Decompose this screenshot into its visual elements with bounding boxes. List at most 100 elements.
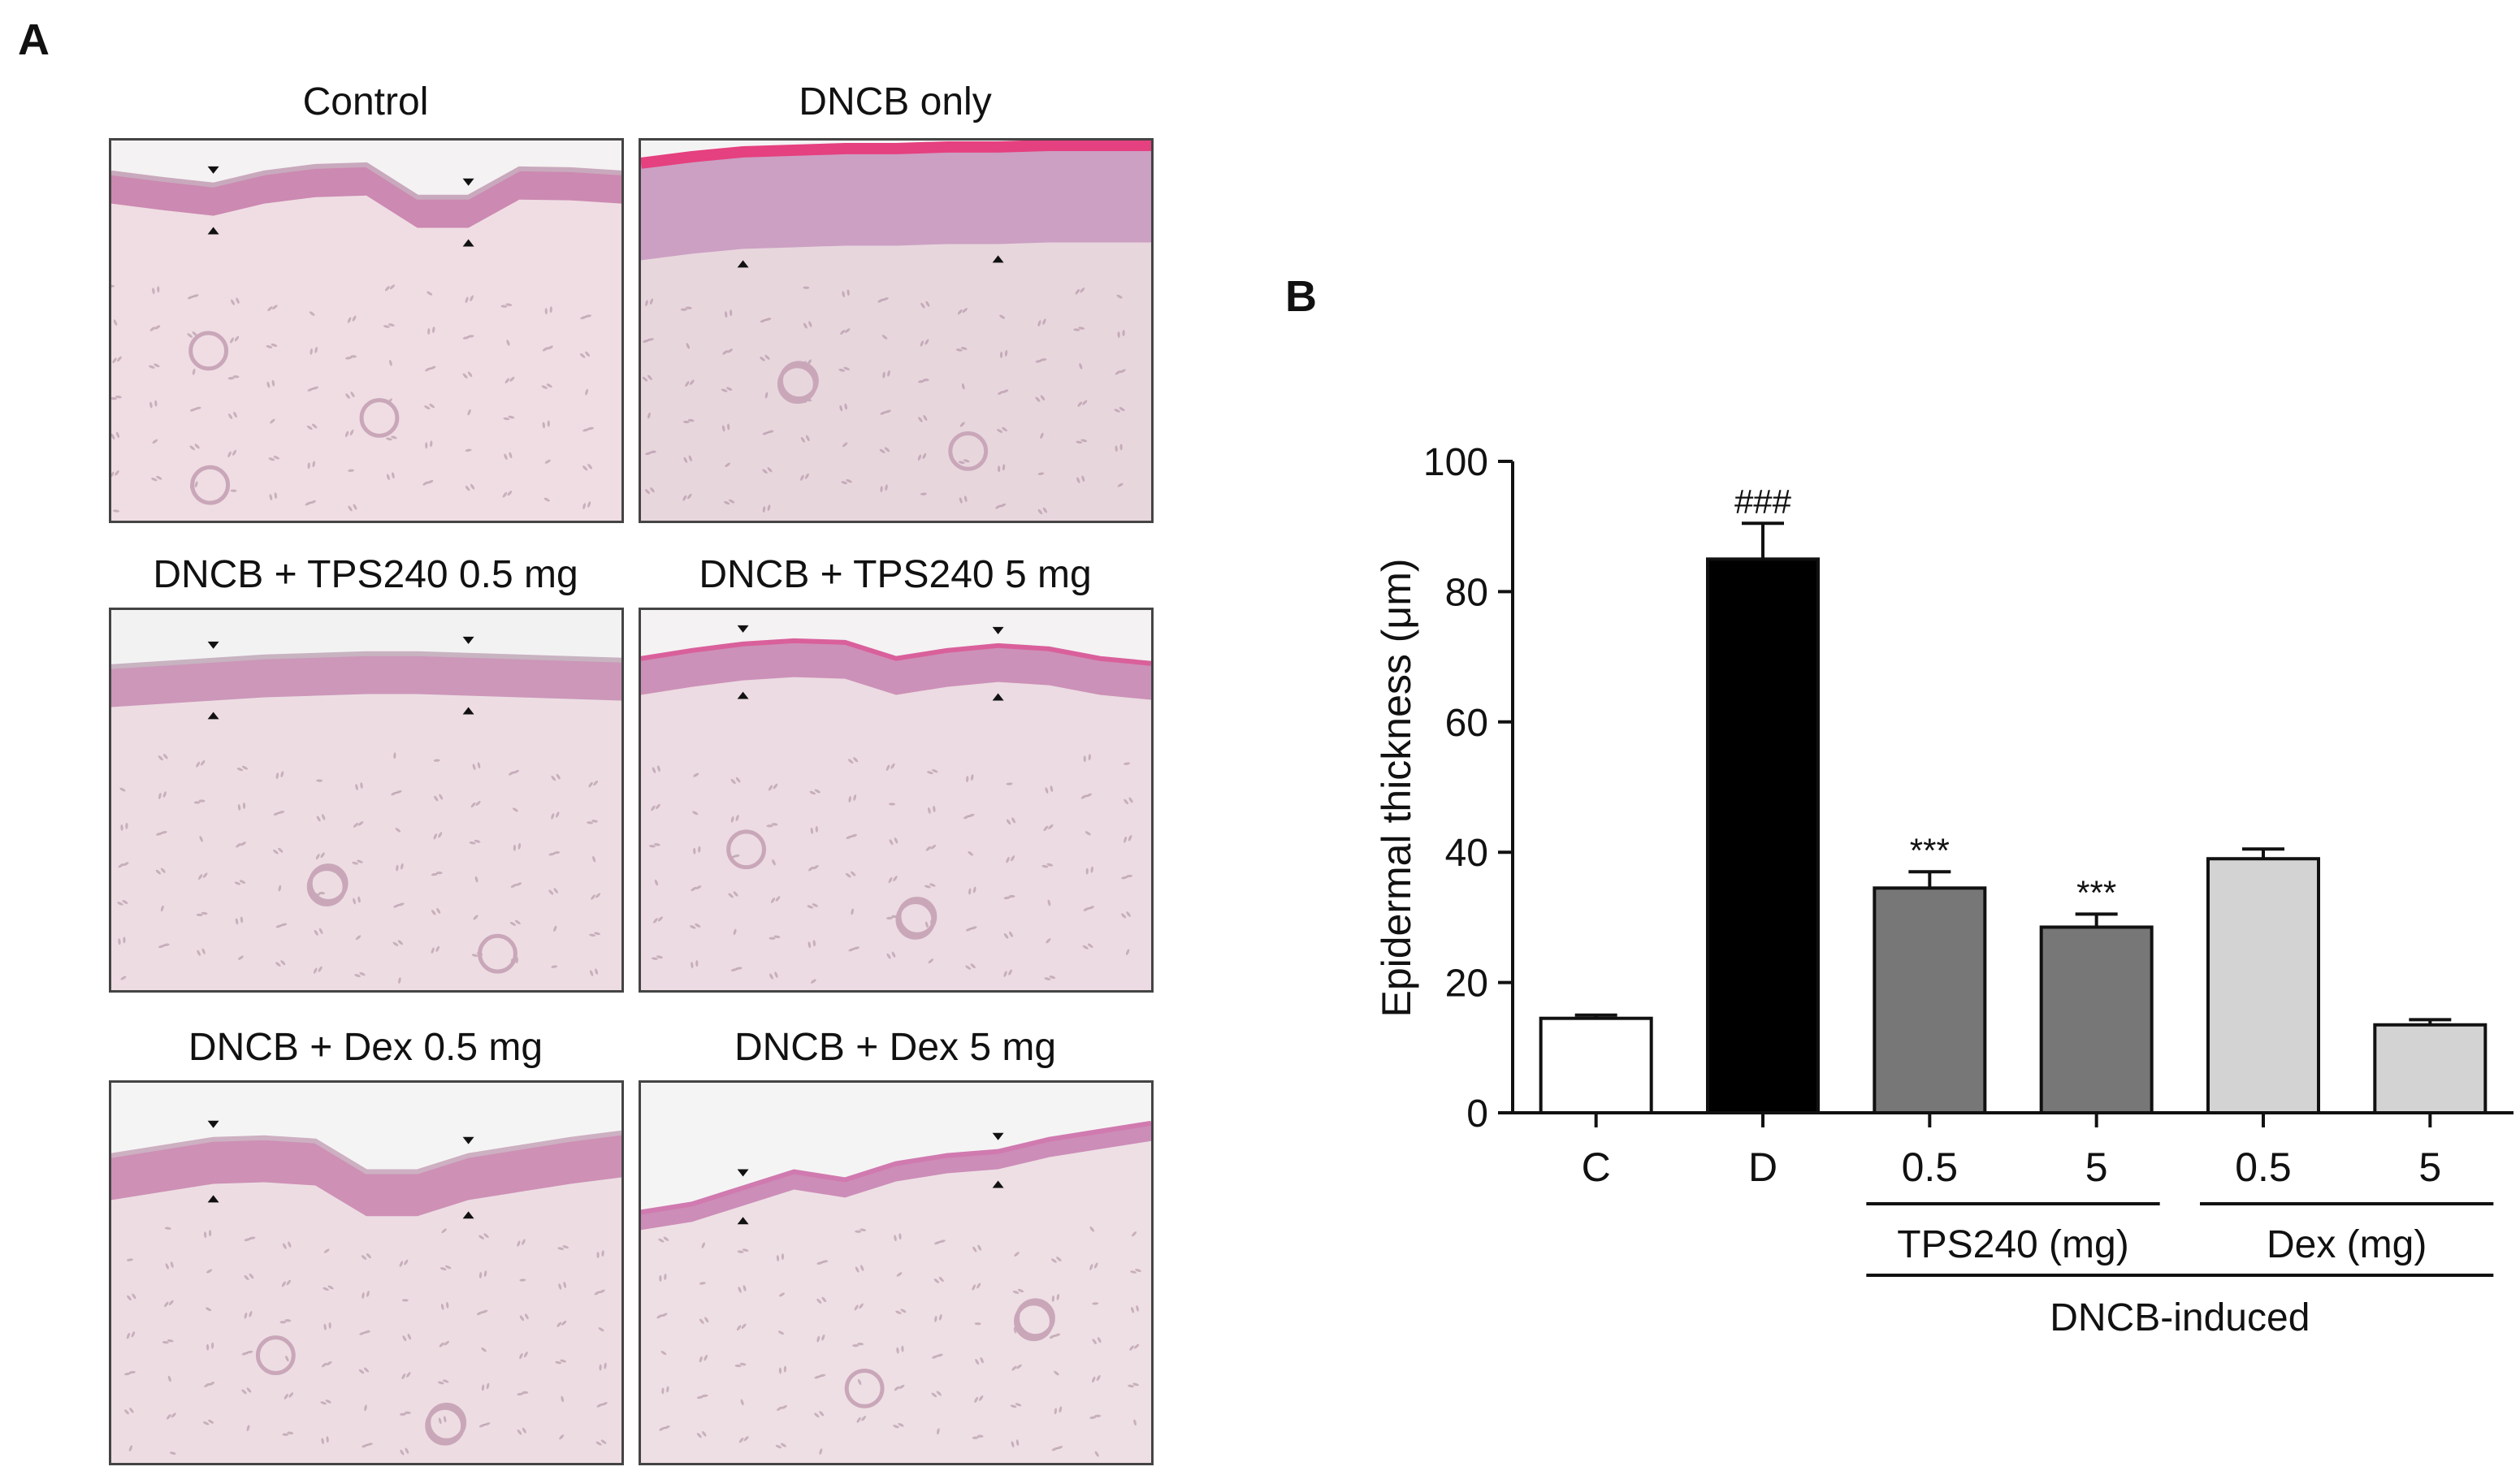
cell-nucleus bbox=[519, 1352, 523, 1360]
cell-nucleus bbox=[587, 464, 592, 469]
cell-nucleus bbox=[1015, 1403, 1022, 1407]
cell-nucleus bbox=[517, 1240, 521, 1247]
cell-nucleus bbox=[481, 1309, 488, 1313]
cell-nucleus bbox=[1085, 831, 1091, 836]
cell-nucleus bbox=[280, 771, 284, 778]
cell-nucleus bbox=[857, 1378, 862, 1386]
cell-nucleus bbox=[1043, 825, 1049, 832]
cell-nucleus bbox=[1136, 1304, 1139, 1312]
cell-nucleus bbox=[963, 459, 970, 463]
cell-nucleus bbox=[965, 965, 972, 970]
cell-nucleus bbox=[814, 1375, 821, 1379]
cell-nucleus bbox=[773, 935, 781, 938]
arrowhead-marker bbox=[737, 260, 749, 268]
cell-nucleus bbox=[1129, 1345, 1134, 1351]
cell-nucleus bbox=[685, 306, 692, 309]
cell-nucleus bbox=[386, 437, 392, 441]
cell-nucleus bbox=[206, 1269, 213, 1274]
cell-nucleus bbox=[704, 1354, 708, 1361]
cell-nucleus bbox=[1077, 401, 1083, 407]
cell-nucleus bbox=[726, 387, 733, 391]
cell-nucleus bbox=[666, 1386, 669, 1393]
cell-nucleus bbox=[594, 1291, 600, 1296]
cell-nucleus bbox=[548, 889, 554, 895]
cell-nucleus bbox=[481, 1347, 487, 1352]
cell-nucleus bbox=[1096, 1374, 1101, 1381]
cell-nucleus bbox=[855, 1230, 862, 1233]
cell-nucleus bbox=[241, 765, 249, 770]
cell-nucleus bbox=[604, 1362, 607, 1369]
cell-nucleus bbox=[366, 1253, 371, 1259]
cell-nucleus bbox=[249, 1311, 253, 1317]
cell-nucleus bbox=[764, 392, 769, 399]
cell-nucleus bbox=[1054, 1370, 1059, 1376]
cell-nucleus bbox=[553, 888, 558, 893]
cell-nucleus bbox=[508, 771, 514, 776]
cell-nucleus bbox=[154, 325, 161, 330]
cell-nucleus bbox=[503, 417, 510, 421]
cell-nucleus bbox=[405, 1447, 409, 1454]
cell-nucleus bbox=[561, 1320, 567, 1326]
cell-nucleus bbox=[1042, 507, 1048, 513]
cell-nucleus bbox=[1042, 318, 1046, 325]
cell-nucleus bbox=[366, 1291, 370, 1297]
cell-nucleus bbox=[693, 847, 696, 854]
cell-nucleus bbox=[643, 340, 649, 343]
cell-nucleus bbox=[773, 783, 778, 790]
cell-nucleus bbox=[1081, 475, 1085, 482]
cell-nucleus bbox=[1089, 1226, 1094, 1232]
arrowhead-marker bbox=[207, 1120, 219, 1128]
cell-nucleus bbox=[1126, 874, 1133, 878]
cell-nucleus bbox=[1015, 1439, 1020, 1447]
cell-nucleus bbox=[467, 371, 473, 378]
cell-nucleus bbox=[242, 802, 246, 809]
cell-nucleus bbox=[591, 894, 595, 900]
cell-nucleus bbox=[847, 759, 854, 764]
cell-nucleus bbox=[649, 298, 653, 305]
keratin-layer bbox=[641, 638, 1151, 666]
cell-nucleus bbox=[959, 497, 963, 504]
cell-nucleus bbox=[816, 1261, 824, 1265]
cell-nucleus bbox=[115, 431, 120, 439]
cell-nucleus bbox=[1124, 798, 1128, 805]
cell-nucleus bbox=[131, 1331, 136, 1338]
cell-nucleus bbox=[462, 373, 468, 379]
cell-nucleus bbox=[925, 846, 931, 851]
cell-nucleus bbox=[841, 481, 848, 485]
cell-nucleus bbox=[970, 963, 976, 969]
cell-nucleus bbox=[1037, 508, 1043, 515]
cell-nucleus bbox=[353, 822, 359, 828]
cell-nucleus bbox=[1056, 1446, 1063, 1450]
cell-nucleus bbox=[170, 1261, 174, 1268]
cell-nucleus bbox=[595, 1441, 602, 1446]
cell-nucleus bbox=[1128, 797, 1133, 803]
cell-nucleus bbox=[702, 1430, 707, 1437]
cell-nucleus bbox=[152, 288, 155, 295]
cell-nucleus bbox=[582, 465, 588, 471]
cell-nucleus bbox=[922, 452, 927, 459]
x-tick-label: C bbox=[1582, 1144, 1611, 1190]
cell-nucleus bbox=[305, 501, 311, 506]
cell-nucleus bbox=[735, 815, 739, 821]
cell-nucleus bbox=[227, 413, 233, 420]
cell-nucleus bbox=[364, 1404, 367, 1412]
cell-nucleus bbox=[661, 1313, 668, 1317]
cell-nucleus bbox=[690, 925, 696, 929]
cell-nucleus bbox=[274, 492, 278, 500]
cell-nucleus bbox=[920, 492, 927, 495]
cell-nucleus bbox=[853, 757, 859, 763]
cell-nucleus bbox=[192, 368, 196, 375]
cell-nucleus bbox=[972, 1246, 977, 1253]
cell-nucleus bbox=[1003, 896, 1011, 900]
cell-nucleus bbox=[162, 753, 168, 759]
follicle-shape bbox=[948, 430, 989, 471]
keratin-layer bbox=[111, 162, 621, 200]
cell-nucleus bbox=[125, 822, 128, 829]
cell-nucleus bbox=[696, 1433, 702, 1439]
cell-nucleus bbox=[1117, 482, 1124, 487]
cell-nucleus bbox=[1076, 477, 1080, 483]
cell-nucleus bbox=[691, 962, 694, 969]
cell-nucleus bbox=[704, 1317, 709, 1323]
histology-title-control: Control bbox=[302, 80, 429, 123]
cell-nucleus bbox=[1002, 464, 1006, 471]
